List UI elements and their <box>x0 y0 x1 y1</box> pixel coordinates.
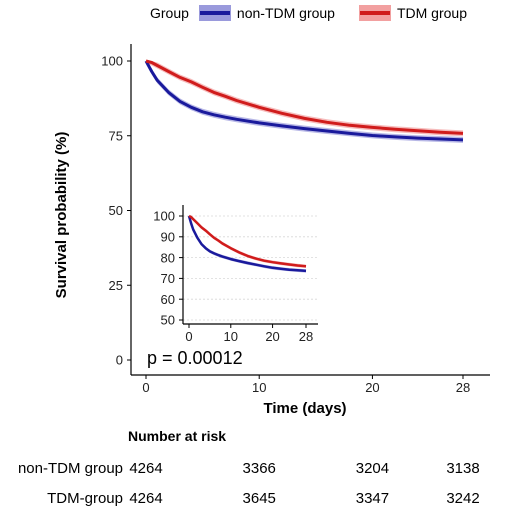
risk-value: 4264 <box>129 490 163 507</box>
risk-row-label: TDM-group <box>47 490 123 507</box>
risk-row-non-tdm: non-TDM group 4264 3366 3204 3138 <box>0 460 505 482</box>
legend-key-non-tdm <box>198 5 231 21</box>
x-tick-label: 20 <box>365 380 379 395</box>
inset-plot: 50 60 70 80 90 100 0 10 20 28 <box>153 205 318 344</box>
risk-value: 3242 <box>446 490 480 507</box>
series-line <box>145 59 464 135</box>
risk-table-title: Number at risk <box>128 428 227 444</box>
y-tick-label: 60 <box>161 292 175 307</box>
risk-row-label: non-TDM group <box>17 460 123 477</box>
legend-label-non-tdm: non-TDM group <box>236 5 335 21</box>
y-tick-label: 90 <box>161 229 175 244</box>
legend-item-non-tdm: non-TDM group <box>198 5 335 21</box>
series-line <box>144 60 464 142</box>
p-value-annotation: p = 0.00012 <box>147 348 243 368</box>
x-tick-label: 28 <box>299 329 313 344</box>
risk-value: 3645 <box>242 490 276 507</box>
y-tick-label: 0 <box>116 353 123 368</box>
y-tick-label: 70 <box>161 271 175 286</box>
risk-value: 3347 <box>355 490 390 507</box>
legend-line-tdm <box>359 11 390 15</box>
y-tick-label: 50 <box>109 203 123 218</box>
legend: Group non-TDM group TDM group <box>150 4 467 22</box>
risk-row-tdm: TDM-group 4264 3645 3347 3242 <box>0 490 505 512</box>
y-tick-label: 100 <box>153 209 175 224</box>
risk-value: 3138 <box>446 460 480 477</box>
risk-value: 3204 <box>355 460 390 477</box>
x-tick-label: 28 <box>456 380 470 395</box>
legend-title: Group <box>150 5 189 21</box>
x-tick-label: 10 <box>224 329 238 344</box>
y-axis-label: Survival probability (%) <box>53 132 70 299</box>
legend-label-tdm: TDM group <box>396 5 467 21</box>
confidence-band <box>146 61 463 137</box>
legend-line-non-tdm <box>199 11 230 15</box>
y-tick-label: 100 <box>101 54 123 69</box>
x-tick-label: 0 <box>142 380 149 395</box>
legend-item-tdm: TDM group <box>358 5 467 21</box>
y-tick-label: 25 <box>109 278 123 293</box>
x-axis-label: Time (days) <box>263 400 346 417</box>
y-tick-label: 50 <box>161 313 175 328</box>
legend-key-tdm <box>358 5 391 21</box>
y-tick-label: 75 <box>109 128 123 143</box>
x-tick-label: 20 <box>265 329 279 344</box>
x-tick-label: 10 <box>252 380 266 395</box>
y-tick-label: 80 <box>161 250 175 265</box>
series-line <box>187 215 307 273</box>
x-tick-label: 0 <box>185 329 192 344</box>
confidence-band <box>146 61 463 143</box>
confidence-band <box>189 216 306 268</box>
risk-value: 3366 <box>242 460 276 477</box>
risk-value: 4264 <box>129 460 163 477</box>
series-line <box>188 214 307 268</box>
